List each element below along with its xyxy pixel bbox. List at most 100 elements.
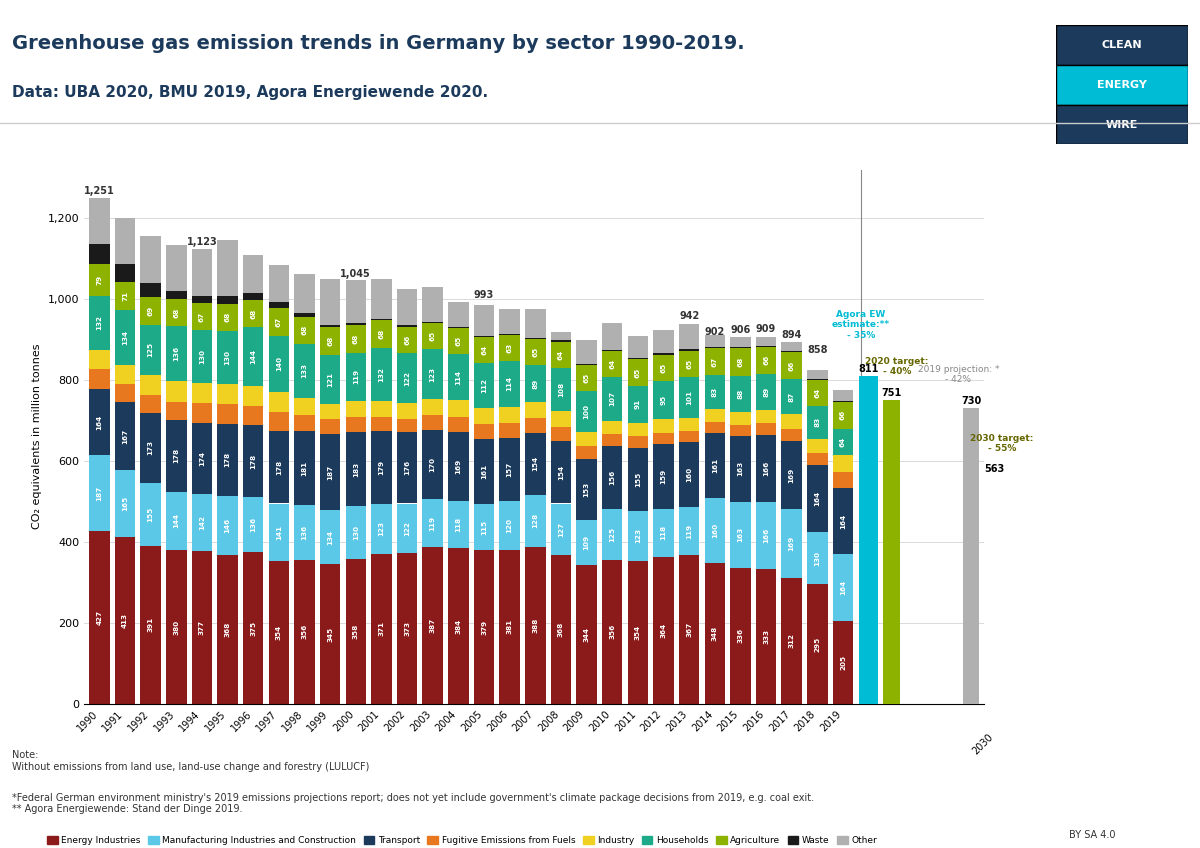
Bar — [448, 432, 469, 500]
Bar — [448, 326, 469, 328]
Bar — [962, 409, 979, 704]
Bar — [346, 401, 366, 417]
Text: 2020 target:
- 40%: 2020 target: - 40% — [865, 357, 929, 376]
Bar — [166, 420, 186, 492]
Bar — [781, 441, 802, 509]
Bar — [294, 416, 314, 432]
Bar — [192, 249, 212, 296]
Bar — [474, 424, 494, 438]
Text: 64: 64 — [481, 344, 487, 354]
Bar — [294, 505, 314, 560]
Text: 380: 380 — [173, 619, 179, 634]
Text: 312: 312 — [788, 633, 794, 648]
Bar — [551, 555, 571, 704]
Bar — [448, 354, 469, 400]
Bar — [320, 355, 341, 404]
Bar — [422, 547, 443, 704]
Bar — [397, 432, 418, 504]
Bar — [781, 414, 802, 428]
Text: 136: 136 — [301, 525, 307, 540]
Text: 169: 169 — [788, 467, 794, 483]
Bar — [833, 621, 853, 704]
Bar — [89, 296, 109, 349]
Bar — [166, 291, 186, 298]
Bar — [166, 492, 186, 550]
Bar — [808, 532, 828, 584]
Text: 164: 164 — [815, 491, 821, 506]
Text: 2030 target:
- 55%: 2030 target: - 55% — [971, 433, 1033, 453]
Bar — [217, 383, 238, 404]
Bar — [269, 561, 289, 704]
Bar — [679, 324, 700, 349]
Text: 64: 64 — [815, 388, 821, 398]
Text: 381: 381 — [506, 619, 512, 634]
Bar — [808, 370, 828, 379]
Bar — [346, 281, 366, 323]
Bar — [397, 419, 418, 432]
Text: 95: 95 — [660, 395, 666, 405]
Bar — [89, 349, 109, 369]
Bar — [397, 289, 418, 325]
Text: 164: 164 — [840, 580, 846, 595]
Text: 118: 118 — [660, 525, 666, 540]
Bar — [756, 410, 776, 422]
Bar — [653, 556, 673, 704]
Bar — [474, 550, 494, 704]
Bar — [679, 431, 700, 443]
Text: Data: UBA 2020, BMU 2019, Agora Energiewende 2020.: Data: UBA 2020, BMU 2019, Agora Energiew… — [12, 85, 488, 100]
Bar — [730, 348, 751, 349]
Text: 134: 134 — [122, 330, 128, 345]
Bar — [628, 561, 648, 704]
Bar — [576, 565, 596, 704]
Text: 79: 79 — [96, 276, 102, 286]
Bar — [448, 302, 469, 326]
Bar — [294, 316, 314, 344]
Text: 68: 68 — [301, 325, 307, 336]
Bar — [602, 350, 623, 351]
Text: 379: 379 — [481, 620, 487, 634]
Bar — [499, 310, 520, 334]
Text: 155: 155 — [635, 471, 641, 487]
Text: 156: 156 — [610, 470, 616, 485]
Bar — [166, 245, 186, 291]
Text: 114: 114 — [455, 370, 461, 385]
Bar — [294, 344, 314, 398]
Bar — [704, 348, 725, 375]
Bar — [602, 509, 623, 560]
Bar — [551, 340, 571, 342]
Bar — [346, 506, 366, 559]
Bar — [704, 375, 725, 409]
Bar — [422, 349, 443, 399]
Bar — [833, 472, 853, 488]
Bar — [628, 386, 648, 422]
Bar — [653, 419, 673, 432]
Bar — [166, 382, 186, 401]
Bar — [192, 423, 212, 494]
Bar — [269, 309, 289, 336]
Bar — [346, 559, 366, 704]
Text: 176: 176 — [404, 460, 410, 476]
Bar — [242, 406, 264, 425]
Bar — [371, 348, 391, 401]
Text: 65: 65 — [583, 373, 589, 383]
Text: 375: 375 — [251, 621, 257, 635]
Bar — [883, 400, 900, 704]
Text: 65: 65 — [430, 331, 436, 341]
Text: 101: 101 — [686, 390, 692, 404]
Bar — [756, 374, 776, 410]
Bar — [346, 417, 366, 432]
Bar — [526, 547, 546, 704]
Bar — [294, 398, 314, 416]
Text: 66: 66 — [404, 335, 410, 345]
Bar — [371, 504, 391, 554]
Bar — [192, 330, 212, 383]
Text: BY SA 4.0: BY SA 4.0 — [1069, 829, 1115, 840]
Text: Note:
Without emissions from land use, land-use change and forestry (LULUCF): Note: Without emissions from land use, l… — [12, 750, 370, 772]
Text: 123: 123 — [430, 366, 436, 382]
Bar — [781, 352, 802, 379]
Text: 130: 130 — [353, 525, 359, 540]
Bar — [320, 326, 341, 327]
Text: 68: 68 — [353, 333, 359, 344]
Bar — [499, 438, 520, 501]
Text: 161: 161 — [712, 458, 718, 473]
